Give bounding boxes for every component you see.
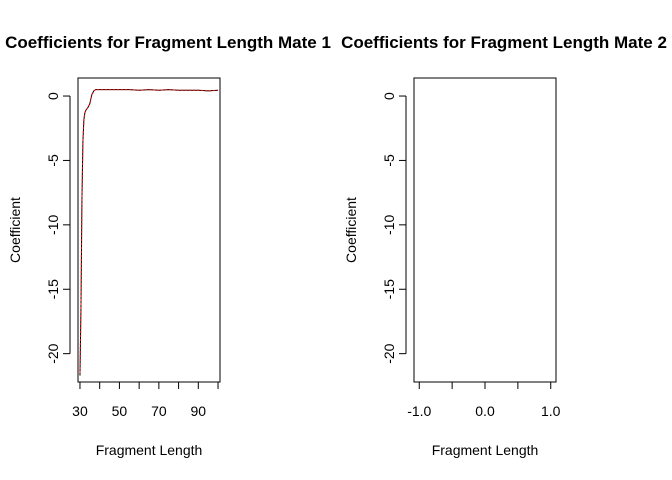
x-axis-label: Fragment Length	[432, 442, 539, 458]
y-tick-label: -5	[381, 154, 397, 167]
y-axis-label: Coefficient	[343, 197, 359, 263]
y-tick-label: -5	[45, 154, 61, 167]
chart-title: Coefficients for Fragment Length Mate 1	[5, 33, 331, 52]
x-tick-label: 50	[112, 403, 128, 419]
y-tick-label: -10	[45, 215, 61, 235]
x-tick-label: 90	[191, 403, 207, 419]
y-tick-label: -15	[381, 279, 397, 299]
chart-panel-1: Coefficients for Fragment Length Mate 1 3…	[5, 33, 331, 458]
x-axis-label: Fragment Length	[96, 442, 203, 458]
x-tick-label: 0.0	[475, 403, 495, 419]
y-tick-label: 0	[45, 92, 61, 100]
y-tick-label: 0	[381, 92, 397, 100]
series-line-2	[79, 89, 219, 373]
y-tick-label: -20	[45, 343, 61, 363]
y-tick-label: -10	[381, 215, 397, 235]
x-tick-label: 70	[151, 403, 167, 419]
series-line-1	[79, 89, 219, 376]
plot-frame	[77, 77, 221, 383]
x-tick-label: -1.0	[407, 403, 431, 419]
y-tick-label: -20	[381, 343, 397, 363]
chart-title: Coefficients for Fragment Length Mate 2	[341, 33, 667, 52]
x-tick-label: 30	[72, 403, 88, 419]
y-tick-label: -15	[45, 279, 61, 299]
plot-frame	[413, 77, 557, 383]
y-axis-label: Coefficient	[7, 197, 23, 263]
chart-panel-2: Coefficients for Fragment Length Mate 2 -…	[341, 33, 667, 458]
x-tick-label: 1.0	[541, 403, 561, 419]
